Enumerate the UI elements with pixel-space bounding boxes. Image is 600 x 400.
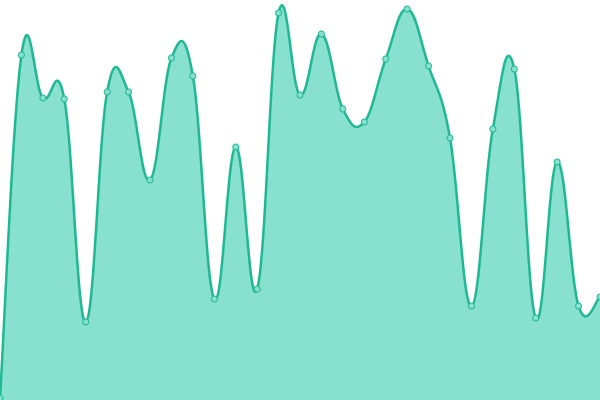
point [103,88,111,96]
point [0,394,4,400]
point [317,30,325,38]
point [167,54,175,62]
point [125,88,133,96]
point [275,9,283,17]
point [146,176,154,184]
point [382,55,390,63]
point [403,5,411,13]
point [82,318,90,326]
point [532,314,540,322]
point [39,94,47,102]
point [489,125,497,133]
point [253,285,261,293]
point [232,143,240,151]
point [339,105,347,113]
point [189,72,197,80]
area-fill [0,5,600,400]
point [210,295,218,303]
point [596,293,600,301]
point [60,95,68,103]
point [17,51,25,59]
point [446,134,454,142]
point [510,65,518,73]
point [553,158,561,166]
point [425,62,433,70]
point [296,91,304,99]
point [360,118,368,126]
point [575,302,583,310]
point [467,302,475,310]
